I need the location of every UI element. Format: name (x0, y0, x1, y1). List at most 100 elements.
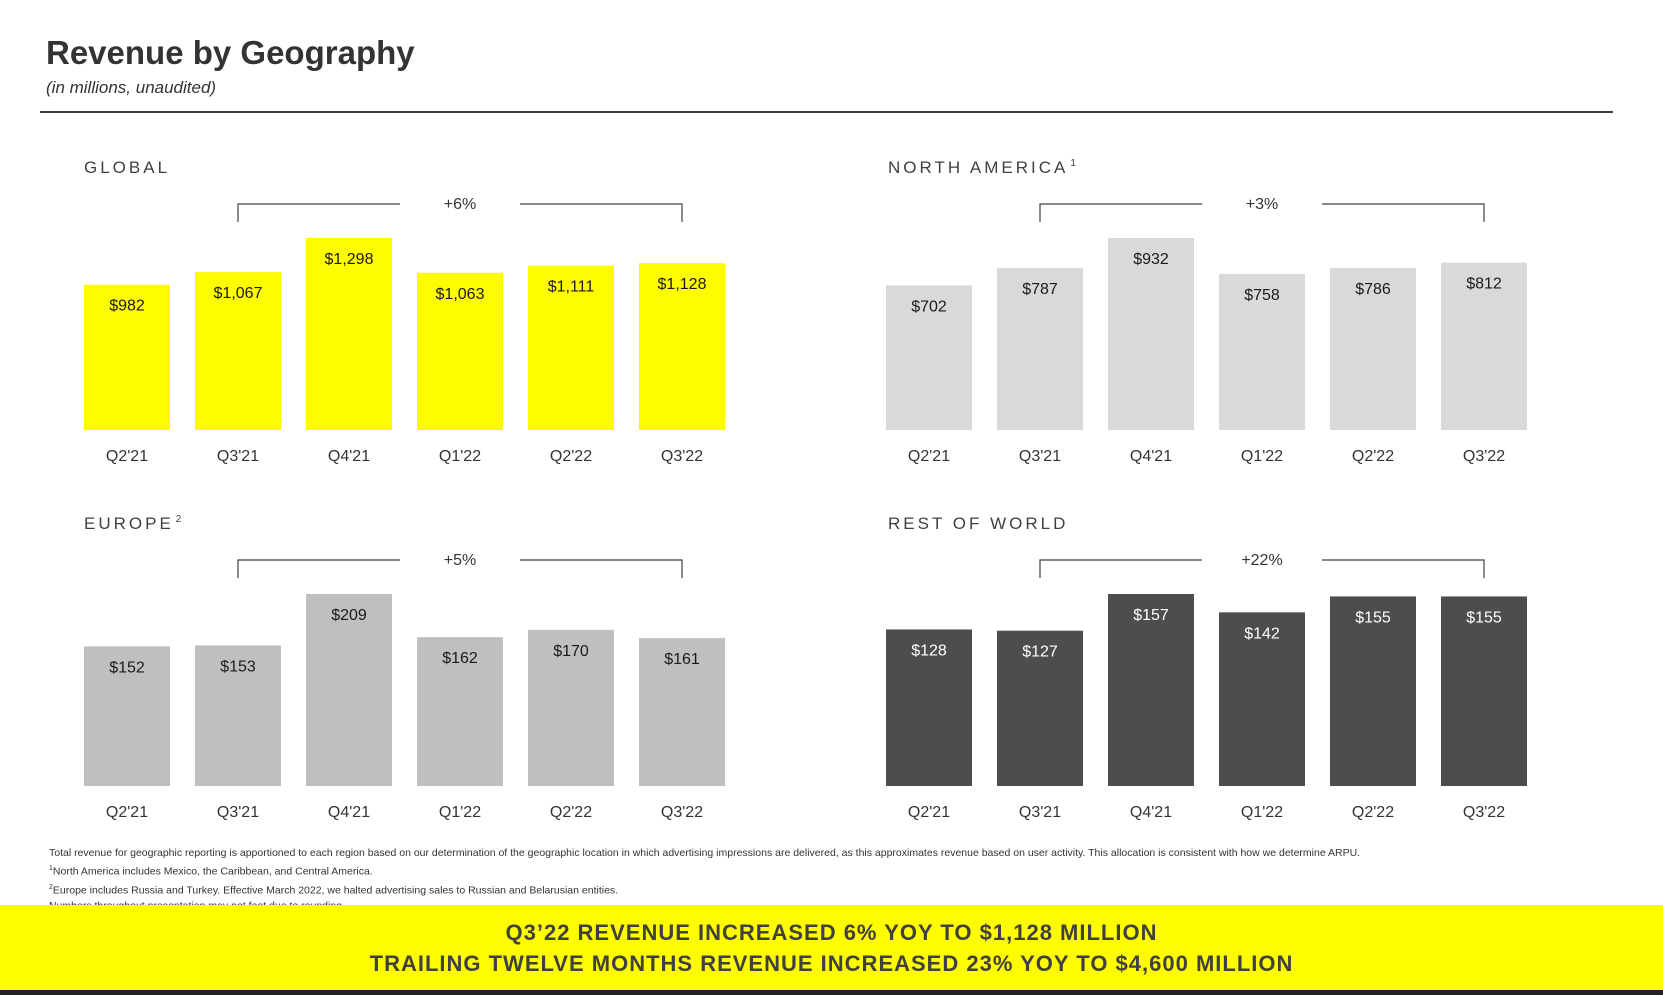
value-label-q3-22: $155 (1466, 609, 1502, 626)
bar-q3-22 (639, 263, 725, 430)
header-divider (40, 111, 1613, 113)
bracket-left-line (237, 559, 400, 578)
growth-bracket: +6% (237, 196, 683, 222)
value-label-q1-22: $162 (442, 650, 478, 667)
category-label-q2-21: Q2'21 (106, 804, 148, 821)
bar-q3-21 (997, 630, 1083, 786)
banner-quarter-summary: Q3’22 REVENUE INCREASED 6% YOY TO $1,128… (505, 919, 1158, 945)
bar-q3-22 (1441, 596, 1527, 786)
bar-q2-21 (84, 284, 170, 430)
value-label-q3-22: $1,128 (658, 276, 707, 293)
page-subtitle: (in millions, unaudited) (46, 78, 217, 97)
rest-of-world-revenue-chart: +22% $128 Q2'21 $127 Q3'21 $157 Q4'21 $142 Q1'22… (886, 552, 1527, 821)
bar-q2-22 (1330, 268, 1416, 430)
bar-q2-21 (886, 629, 972, 786)
bar-q4-21 (306, 594, 392, 786)
value-label-q2-21: $152 (109, 659, 145, 676)
category-label-q3-21: Q3'21 (1019, 448, 1061, 465)
category-label-q4-21: Q4'21 (1130, 804, 1172, 821)
bar-q3-21 (997, 267, 1083, 430)
panel-title-north-america: NORTH AMERICA 1 (888, 158, 1076, 177)
page-title: Revenue by Geography (46, 34, 415, 71)
bar-q2-21 (84, 646, 170, 786)
growth-bracket: +5% (237, 552, 683, 578)
bar-q4-21 (306, 238, 392, 430)
bar-q1-22 (1219, 273, 1305, 430)
footnote-allocation: Total revenue for geographic reporting i… (49, 847, 1361, 859)
bar-q2-22 (528, 629, 614, 786)
category-label-q3-21: Q3'21 (217, 448, 259, 465)
value-label-q2-22: $170 (553, 643, 589, 660)
bracket-right-line (1322, 559, 1485, 578)
category-label-q3-22: Q3'22 (1463, 804, 1505, 821)
footnote-north-america: 1North America includes Mexico, the Cari… (49, 865, 373, 878)
panel-title-rest-of-world: REST OF WORLD (888, 514, 1069, 533)
value-label-q4-21: $1,298 (325, 251, 374, 268)
value-label-q4-21: $157 (1133, 607, 1169, 624)
bracket-right-line (1322, 203, 1485, 222)
category-label-q4-21: Q4'21 (328, 448, 370, 465)
bar-q3-22 (639, 638, 725, 786)
category-label-q3-22: Q3'22 (661, 804, 703, 821)
category-label-q2-21: Q2'21 (908, 804, 950, 821)
bottom-rule (0, 990, 1663, 995)
panel-title-global: GLOBAL (84, 158, 171, 177)
bracket-left-line (237, 203, 400, 222)
value-label-q2-21: $982 (109, 298, 145, 315)
footnote-europe: 2Europe includes Russia and Turkey. Effe… (49, 883, 619, 897)
bar-q3-22 (1441, 262, 1527, 430)
bracket-left-line (1039, 203, 1202, 222)
growth-label: +5% (444, 552, 476, 569)
bar-q2-21 (886, 285, 972, 430)
growth-label: +3% (1246, 196, 1278, 213)
category-label-q2-22: Q2'22 (550, 804, 592, 821)
category-label-q1-22: Q1'22 (439, 448, 481, 465)
category-label-q3-22: Q3'22 (661, 448, 703, 465)
growth-bracket: +22% (1039, 552, 1485, 578)
category-label-q3-22: Q3'22 (1463, 448, 1505, 465)
value-label-q4-21: $932 (1133, 251, 1169, 268)
bracket-left-line (1039, 559, 1202, 578)
value-label-q2-22: $1,111 (548, 279, 595, 296)
value-label-q2-21: $702 (911, 298, 947, 315)
growth-label: +22% (1241, 552, 1282, 569)
bar-q3-21 (195, 645, 281, 786)
category-label-q4-21: Q4'21 (328, 804, 370, 821)
category-label-q2-21: Q2'21 (908, 448, 950, 465)
global-revenue-chart: +6% $982 Q2'21 $1,067 Q3'21 $1,298 Q4'21 $1,063… (84, 196, 725, 465)
category-label-q3-21: Q3'21 (217, 804, 259, 821)
value-label-q4-21: $209 (331, 607, 367, 624)
category-label-q2-21: Q2'21 (106, 448, 148, 465)
category-label-q2-22: Q2'22 (550, 448, 592, 465)
bar-q1-22 (417, 637, 503, 786)
category-label-q1-22: Q1'22 (1241, 804, 1283, 821)
north-america-revenue-chart: +3% $702 Q2'21 $787 Q3'21 $932 Q4'21 $758 Q1'22 $… (886, 196, 1527, 465)
bar-q2-22 (1330, 596, 1416, 786)
bar-q3-21 (195, 272, 281, 430)
value-label-q3-21: $127 (1022, 644, 1058, 661)
value-label-q3-22: $161 (664, 651, 700, 668)
bar-q1-22 (417, 272, 503, 430)
value-label-q2-22: $155 (1355, 609, 1391, 626)
summary-banner: Q3’22 REVENUE INCREASED 6% YOY TO $1,128… (0, 905, 1663, 990)
bar-q2-22 (528, 265, 614, 430)
bar-q4-21 (1108, 238, 1194, 430)
value-label-q2-22: $786 (1355, 281, 1391, 298)
bar-q1-22 (1219, 612, 1305, 786)
bracket-right-line (520, 203, 683, 222)
value-label-q3-21: $153 (220, 658, 256, 675)
value-label-q1-22: $758 (1244, 287, 1280, 304)
category-label-q1-22: Q1'22 (1241, 448, 1283, 465)
category-label-q4-21: Q4'21 (1130, 448, 1172, 465)
category-label-q1-22: Q1'22 (439, 804, 481, 821)
value-label-q3-21: $1,067 (214, 285, 263, 302)
growth-bracket: +3% (1039, 196, 1485, 222)
footnotes: Total revenue for geographic reporting i… (49, 845, 1360, 914)
category-label-q2-22: Q2'22 (1352, 804, 1394, 821)
category-label-q2-22: Q2'22 (1352, 448, 1394, 465)
value-label-q2-21: $128 (911, 642, 947, 659)
growth-label: +6% (444, 196, 476, 213)
panel-title-europe: EUROPE 2 (84, 514, 182, 533)
value-label-q1-22: $1,063 (436, 286, 485, 303)
bar-q4-21 (1108, 594, 1194, 786)
